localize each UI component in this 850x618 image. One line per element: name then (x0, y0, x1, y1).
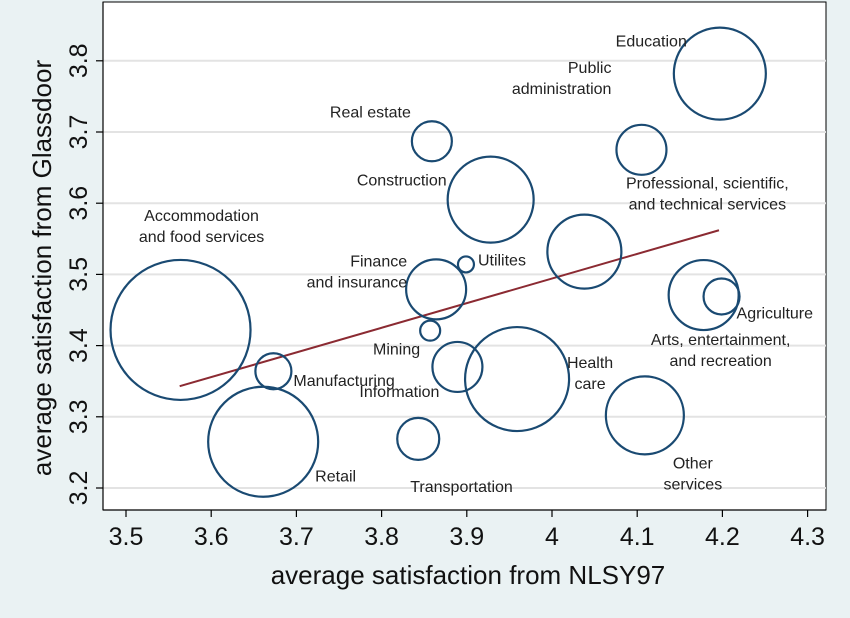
bubble (109, 258, 252, 402)
bubble-label: Mining (373, 342, 420, 359)
y-tick-label: 3.8 (65, 43, 93, 78)
bubble-label: Education (616, 34, 687, 51)
x-tick-label: 3.7 (279, 523, 314, 551)
bubble-label: Arts, entertainment, (651, 332, 791, 349)
x-tick-label: 4.3 (790, 523, 825, 551)
bubble (431, 340, 484, 394)
y-axis-ticks: 3.2 3.3 3.4 3.5 3.6 3.7 3.8 (65, 43, 103, 505)
bubble-label: Manufacturing (293, 373, 394, 390)
bubble (396, 416, 441, 461)
grid-lines (103, 59, 826, 489)
bubble (604, 375, 685, 456)
bubble-label: and food services (139, 229, 264, 246)
y-tick-label: 3.2 (65, 471, 93, 506)
bubble (672, 26, 767, 121)
bubble-label: and recreation (670, 353, 772, 370)
x-tick-label: 3.5 (109, 523, 144, 551)
bubble-label: Health (567, 355, 613, 372)
bubble (419, 319, 442, 342)
x-tick-label: 4 (545, 523, 559, 551)
bubble-label: Professional, scientific, (626, 176, 789, 193)
bubble-label: administration (512, 81, 612, 98)
bubble-label: Utilites (478, 252, 526, 269)
bubble-label: Public (568, 60, 612, 77)
bubble-label: Other (673, 455, 714, 472)
y-axis-title: average satisfaction from Glassdoor (27, 60, 57, 477)
bubble (207, 385, 320, 498)
bubble (410, 120, 453, 163)
bubble-label: Accommodation (144, 208, 259, 225)
bubble (254, 352, 293, 391)
x-tick-label: 4.2 (705, 523, 740, 551)
bubble-label: Transportation (410, 479, 513, 496)
bubble-label: Finance (350, 253, 407, 270)
x-tick-label: 3.6 (194, 523, 229, 551)
bubble-label: Real estate (330, 104, 411, 121)
bubble-label: Information (359, 384, 439, 401)
x-tick-label: 4.1 (620, 523, 655, 551)
x-axis-title: average satisfaction from NLSY97 (271, 560, 666, 590)
bubble-label: Agriculture (737, 305, 814, 322)
fitted-trend-line (179, 229, 720, 388)
bubble-label: and technical services (629, 197, 786, 214)
y-tick-label: 3.7 (65, 115, 93, 150)
bubble-label: services (664, 476, 723, 493)
y-tick-label: 3.3 (65, 399, 93, 434)
bubble (456, 255, 476, 274)
x-axis-ticks: 3.5 3.6 3.7 3.8 3.9 4 4.1 4.2 4.3 (109, 510, 825, 551)
y-tick-label: 3.5 (65, 257, 93, 292)
bubble (702, 277, 741, 316)
y-tick-label: 3.4 (65, 328, 93, 363)
bubble (463, 325, 571, 433)
bubble (446, 155, 535, 244)
bubble (615, 123, 668, 176)
bubble (405, 258, 468, 321)
y-tick-label: 3.6 (65, 186, 93, 221)
bubble-label: Construction (357, 173, 447, 190)
bubble-label: Retail (315, 469, 356, 486)
bubbles (109, 26, 767, 498)
bubble-label: and insurance (307, 274, 408, 291)
bubble-label: care (575, 376, 606, 393)
x-tick-label: 3.9 (449, 523, 484, 551)
x-tick-label: 3.8 (364, 523, 399, 551)
bubble (546, 213, 623, 290)
